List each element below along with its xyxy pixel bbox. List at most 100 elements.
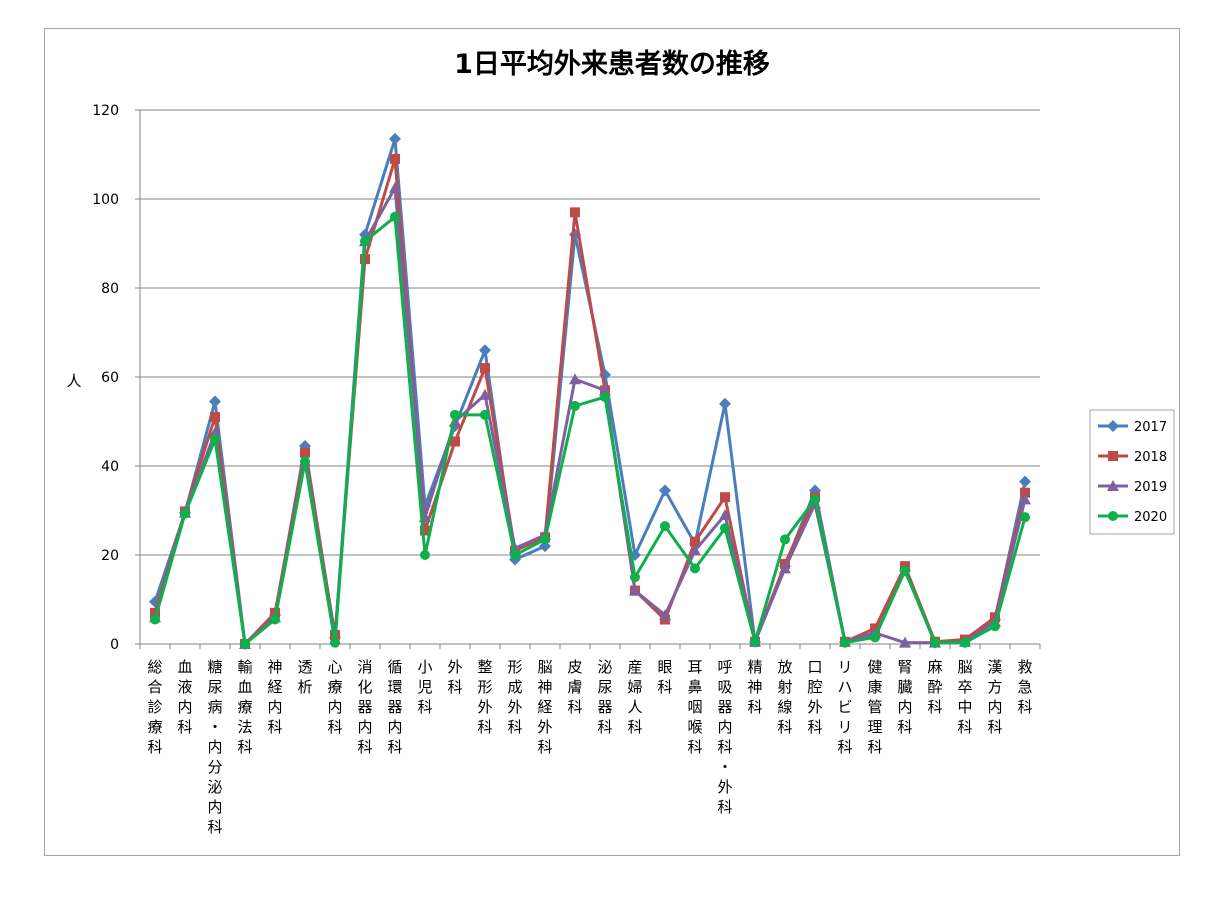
series-group [149,132,1031,650]
y-tick-label: 120 [92,103,119,119]
axes [135,109,1041,649]
data-point-2018 [720,492,730,503]
data-point-2018 [480,363,490,374]
series-line-2020 [153,215,1027,646]
legend-box [1089,409,1175,535]
category-label: 健康管理科 [867,658,882,756]
y-tick-label: 100 [92,192,119,208]
category-label: 外科 [447,658,462,696]
data-point-2020 [900,565,910,576]
category-label: 腎臓内科 [897,658,912,736]
data-point-2019 [1019,493,1031,505]
data-point-2018 [210,412,220,423]
data-point-2020 [690,563,700,574]
category-label: 整形外科 [477,658,492,736]
data-point-2020 [330,637,340,648]
category-label: 放射線科 [777,658,792,736]
data-point-2017 [1019,475,1031,488]
data-point-2019 [659,609,671,621]
data-point-2017 [389,132,401,145]
data-point-2020 [210,434,220,445]
data-point-2020 [990,621,1000,632]
data-point-2020 [780,534,790,545]
category-label: リハビリ科 [837,658,852,756]
data-point-2020 [300,456,310,467]
series-line-2018 [153,157,1027,646]
category-label: 口腔外科 [807,658,822,736]
data-point-2020 [420,550,430,560]
category-label: 漢方内科 [987,658,1002,736]
category-label: 耳鼻咽喉科 [687,658,702,756]
data-point-2020 [480,409,490,420]
category-label: 循環器内科 [387,658,402,756]
data-point-2020 [270,614,280,625]
data-point-2018 [1020,487,1030,498]
legend-label-2017: 2017 [1134,420,1167,435]
series-2020 [150,211,1030,649]
data-point-2020 [720,523,730,534]
category-labels: 総合診療科血液内科糖尿病・内分泌内科輸血療法科神経内科透析心療内科消化器内科循環… [147,658,1032,836]
legend-marker-2020 [1108,511,1118,521]
series-line-2019 [153,186,1027,646]
data-point-2020 [660,521,670,532]
data-point-2020 [810,494,820,505]
category-label: 小児科 [417,658,432,716]
category-label: 救急科 [1017,658,1032,716]
chart-title: 1日平均外来患者数の推移 [454,49,770,80]
data-point-2018 [390,153,400,164]
data-point-2020 [630,572,640,583]
data-point-2020 [1020,512,1030,523]
data-point-2019 [569,373,581,385]
data-point-2017 [479,344,491,357]
data-point-2019 [779,562,791,574]
y-tick-label: 0 [110,637,119,653]
data-point-2020 [450,409,460,420]
category-label: 血液内科 [177,658,192,736]
category-label: 脳卒中科 [957,658,972,736]
data-point-2019 [389,181,401,193]
data-point-2020 [960,637,970,648]
data-point-2020 [390,211,400,222]
category-label: 麻酔科 [927,658,942,716]
data-point-2019 [719,508,731,520]
data-point-2018 [570,207,580,218]
data-point-2017 [659,484,671,497]
data-point-2020 [540,534,550,545]
legend-label-2020: 2020 [1134,510,1167,525]
category-label: 精神科 [747,658,762,716]
data-point-2019 [599,384,611,396]
data-point-2019 [209,426,221,438]
data-point-2019 [689,544,701,556]
data-point-2020 [750,636,760,647]
y-tick-labels: 0 20 40 60 80 100 120 [92,103,119,653]
data-point-2018 [300,447,310,458]
data-point-2018 [420,525,430,536]
data-point-2020 [570,400,580,411]
gridlines [140,109,1040,556]
category-label: 眼科 [657,658,672,696]
data-point-2019 [509,542,521,554]
category-label: 神経内科 [267,658,282,736]
category-label: 脳神経外科 [537,658,552,756]
data-point-2020 [360,236,370,247]
data-point-2020 [930,637,940,648]
category-label: 心療内科 [327,658,342,736]
category-label: 産婦人科 [627,658,642,736]
data-point-2019 [899,636,911,648]
data-point-2018 [450,436,460,447]
y-tick-label: 80 [101,281,119,297]
category-label: 透析 [297,658,312,696]
data-point-2017 [209,395,221,408]
data-point-2020 [840,637,850,648]
category-label: 消化器内科 [357,658,372,756]
data-point-2020 [180,508,190,519]
data-point-2019 [629,584,641,596]
data-point-2020 [510,550,520,560]
data-point-2020 [240,639,250,649]
category-label: 形成外科 [507,658,522,736]
y-tick-label: 20 [101,548,119,564]
data-point-2017 [719,397,731,410]
data-point-2020 [600,392,610,403]
category-label: 皮膚科 [567,658,582,716]
data-point-2018 [690,536,700,547]
